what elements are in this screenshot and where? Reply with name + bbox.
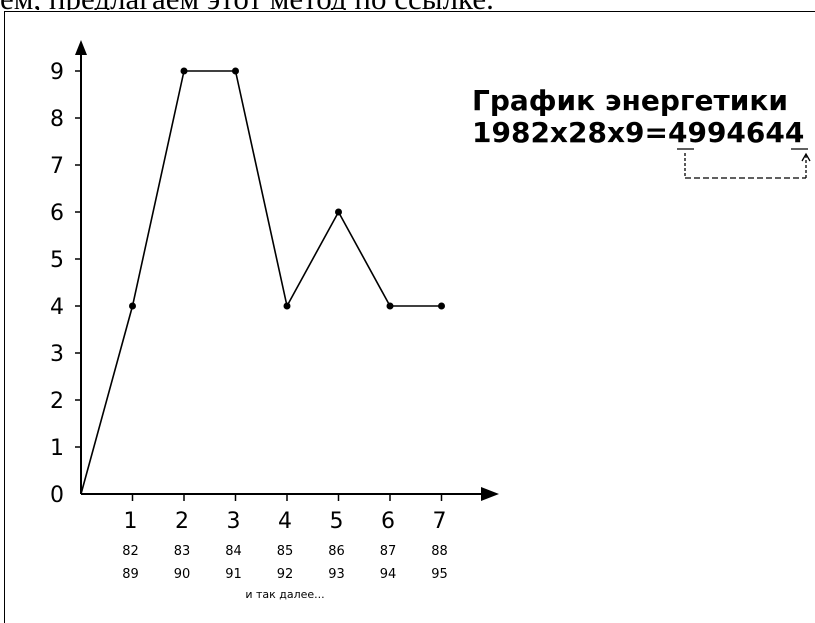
x-tick-label: 3 [227,509,241,534]
formula-digit-4: 4 [726,116,745,149]
year-label: 84 [225,544,242,559]
arrow-up-icon [801,152,811,162]
x-tick-label: 5 [330,509,344,534]
year-label: 90 [174,567,191,582]
x-tick-label: 4 [278,509,292,534]
axes [75,40,499,501]
formula-digit-6: 4 [765,116,784,149]
footnote: и так далее... [245,588,324,601]
data-point [180,67,188,75]
year-label: 85 [277,544,294,559]
year-label: 94 [380,567,397,582]
year-label: 87 [380,544,397,559]
y-tick-label: 9 [50,60,64,85]
year-label: 86 [328,544,345,559]
data-point [283,302,291,310]
labels: 0123456789182892839038491485925869368794… [50,60,448,601]
data-point [335,208,342,216]
year-label: 95 [431,567,448,582]
y-tick-label: 6 [50,201,64,226]
data-point [129,302,136,310]
y-tick-label: 5 [50,248,64,273]
y-tick-label: 1 [50,436,64,461]
y-axis-arrow-icon [75,40,87,55]
formula-digit-1: 4 [668,116,687,149]
y-tick-label: 7 [50,154,64,179]
x-tick-label: 2 [175,509,189,534]
y-tick-label: 2 [50,389,64,414]
year-label: 83 [174,544,191,559]
data-point [438,302,445,310]
data-point [386,302,394,310]
x-tick-label: 6 [381,509,395,534]
formula-digit-3: 9 [707,116,726,149]
y-tick-label: 4 [50,295,64,320]
y-tick-label: 0 [50,483,64,508]
x-axis-arrow-icon [481,487,499,501]
formula-prefix: 1982x28x9= [472,116,668,149]
y-tick-label: 3 [50,342,64,367]
formula-digit-7: 4 [785,116,804,149]
series-line [80,70,442,495]
cropped-top-text: ем, предлагаем этот метод по ссылке. [0,0,815,10]
figure-frame [4,11,815,623]
year-label: 92 [277,567,294,582]
year-label: 91 [225,567,242,582]
formula: 1982x28x9=4994644 [472,116,804,149]
year-label: 82 [122,544,139,559]
year-label: 88 [431,544,448,559]
y-tick-label: 8 [50,107,64,132]
year-label: 89 [122,567,139,582]
x-tick-label: 7 [433,509,447,534]
formula-digit-2: 9 [687,116,706,149]
data-point [232,67,239,75]
x-tick-label: 1 [124,509,138,534]
formula-digit-5: 6 [746,116,765,149]
chart-title: График энергетики [472,84,788,117]
year-label: 93 [328,567,345,582]
formula-annotation [677,148,811,179]
ticks [75,70,443,501]
series [80,67,445,495]
